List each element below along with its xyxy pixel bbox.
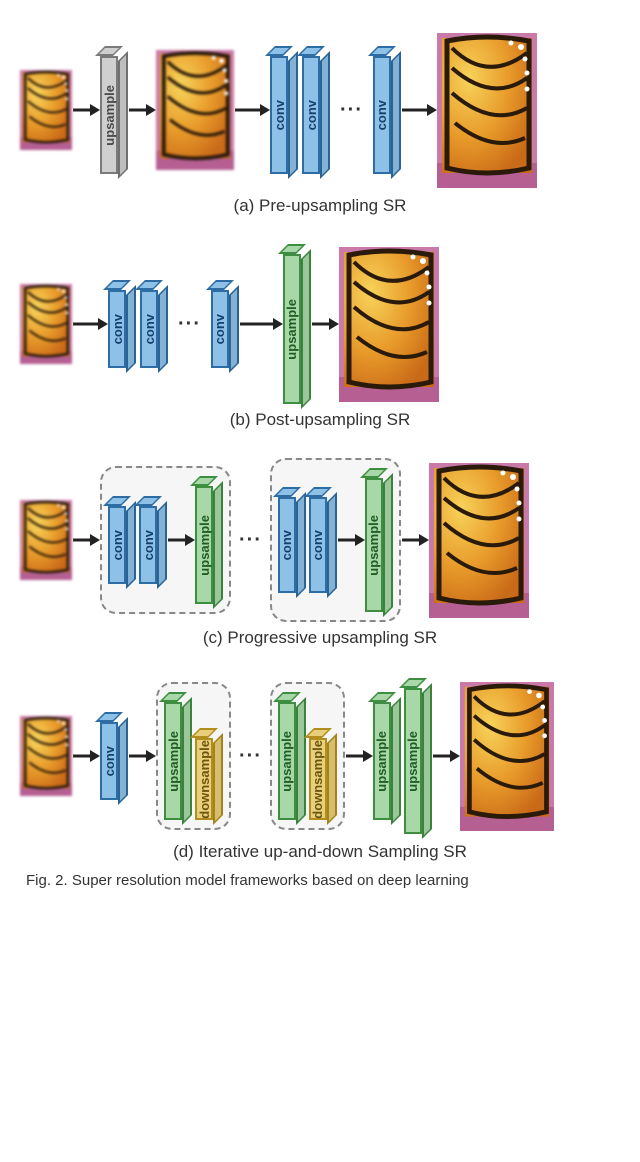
arrow xyxy=(72,103,100,117)
conv-block: conv xyxy=(140,280,168,368)
panel-c-row: conv conv upsample ··· conv conv upsample xyxy=(20,458,620,622)
panel-c: conv conv upsample ··· conv conv upsample (c… xyxy=(20,458,620,648)
output-image-b xyxy=(339,247,439,402)
conv-block: conv xyxy=(309,487,337,593)
input-image-c xyxy=(20,500,72,580)
arrow xyxy=(167,533,195,547)
up-down-group: upsample downsample xyxy=(270,682,345,830)
upsample-block-label: upsample xyxy=(166,731,181,792)
conv-block: conv xyxy=(139,496,167,584)
arrow xyxy=(401,103,437,117)
conv-block-label: conv xyxy=(310,530,325,560)
mid-image-a xyxy=(156,50,234,170)
arrow xyxy=(128,749,156,763)
stage-group: conv conv upsample xyxy=(100,466,231,614)
upsample-block-label: upsample xyxy=(279,731,294,792)
ellipsis: ··· xyxy=(239,529,262,552)
upsample-block: upsample xyxy=(404,678,432,834)
conv-block-label: conv xyxy=(141,530,156,560)
panel-b-row: conv conv ··· conv upsample xyxy=(20,244,620,404)
conv-block-label: conv xyxy=(304,100,319,130)
output-image-c xyxy=(429,463,529,618)
upsample-block-label: upsample xyxy=(197,515,212,576)
conv-block: conv xyxy=(108,280,136,368)
output-image-d xyxy=(460,682,554,831)
arrow xyxy=(401,533,429,547)
up-down-group: upsample downsample xyxy=(156,682,231,830)
panel-d: conv upsample downsample ··· upsample downsa… xyxy=(20,676,620,862)
arrow xyxy=(239,317,283,331)
upsample-block: upsample xyxy=(164,692,192,820)
upsample-block-label: upsample xyxy=(284,299,299,360)
conv-block-label: conv xyxy=(110,530,125,560)
ellipsis: ··· xyxy=(239,745,262,768)
panel-d-row: conv upsample downsample ··· upsample downsa… xyxy=(20,676,620,836)
arrow xyxy=(128,103,156,117)
figure-caption: Fig. 2. Super resolution model framework… xyxy=(20,872,620,889)
arrow xyxy=(311,317,339,331)
conv-block: conv xyxy=(100,712,128,800)
upsample-block-label: upsample xyxy=(102,85,117,146)
input-image-a xyxy=(20,70,72,150)
arrow xyxy=(337,533,365,547)
conv-block: conv xyxy=(278,487,306,593)
upsample-block-label: upsample xyxy=(405,731,420,792)
panel-c-caption: (c) Progressive upsampling SR xyxy=(20,628,620,648)
ellipsis: ··· xyxy=(340,99,363,122)
input-image-b xyxy=(20,284,72,364)
arrow xyxy=(234,103,270,117)
conv-block-label: conv xyxy=(279,530,294,560)
conv-block: conv xyxy=(270,46,298,174)
conv-block-label: conv xyxy=(374,100,389,130)
upsample-block-label: upsample xyxy=(366,515,381,576)
arrow xyxy=(72,533,100,547)
conv-block-label: conv xyxy=(110,314,125,344)
conv-block: conv xyxy=(302,46,330,174)
panel-d-caption: (d) Iterative up-and-down Sampling SR xyxy=(20,842,620,862)
conv-block-label: conv xyxy=(272,100,287,130)
conv-block: conv xyxy=(373,46,401,174)
conv-block-label: conv xyxy=(142,314,157,344)
panel-a: upsample conv conv ··· conv xyxy=(20,30,620,216)
arrow xyxy=(345,749,373,763)
conv-block-label: conv xyxy=(102,746,117,776)
stage-group: conv conv upsample xyxy=(270,458,401,622)
conv-block: conv xyxy=(211,280,239,368)
downsample-block: downsample xyxy=(309,728,337,820)
conv-block-label: conv xyxy=(212,314,227,344)
upsample-block: upsample xyxy=(373,692,401,820)
upsample-block: upsample xyxy=(278,692,306,820)
arrow xyxy=(432,749,460,763)
conv-block: conv xyxy=(108,496,136,584)
panel-b-caption: (b) Post-upsampling SR xyxy=(20,410,620,430)
upsample-block: upsample xyxy=(365,468,393,612)
upsample-block-label: upsample xyxy=(374,731,389,792)
arrow xyxy=(72,749,100,763)
panel-a-row: upsample conv conv ··· conv xyxy=(20,30,620,190)
downsample-block: downsample xyxy=(195,728,223,820)
upsample-block: upsample xyxy=(195,476,223,604)
downsample-block-label: downsample xyxy=(310,740,325,819)
panel-b: conv conv ··· conv upsample (b) Post-upsamp… xyxy=(20,244,620,430)
input-image-d xyxy=(20,716,72,796)
upsample-block: upsample xyxy=(100,46,128,174)
arrow xyxy=(72,317,108,331)
downsample-block-label: downsample xyxy=(197,740,212,819)
ellipsis: ··· xyxy=(178,313,201,336)
output-image-a xyxy=(437,33,537,188)
panel-a-caption: (a) Pre-upsampling SR xyxy=(20,196,620,216)
upsample-block: upsample xyxy=(283,244,311,404)
